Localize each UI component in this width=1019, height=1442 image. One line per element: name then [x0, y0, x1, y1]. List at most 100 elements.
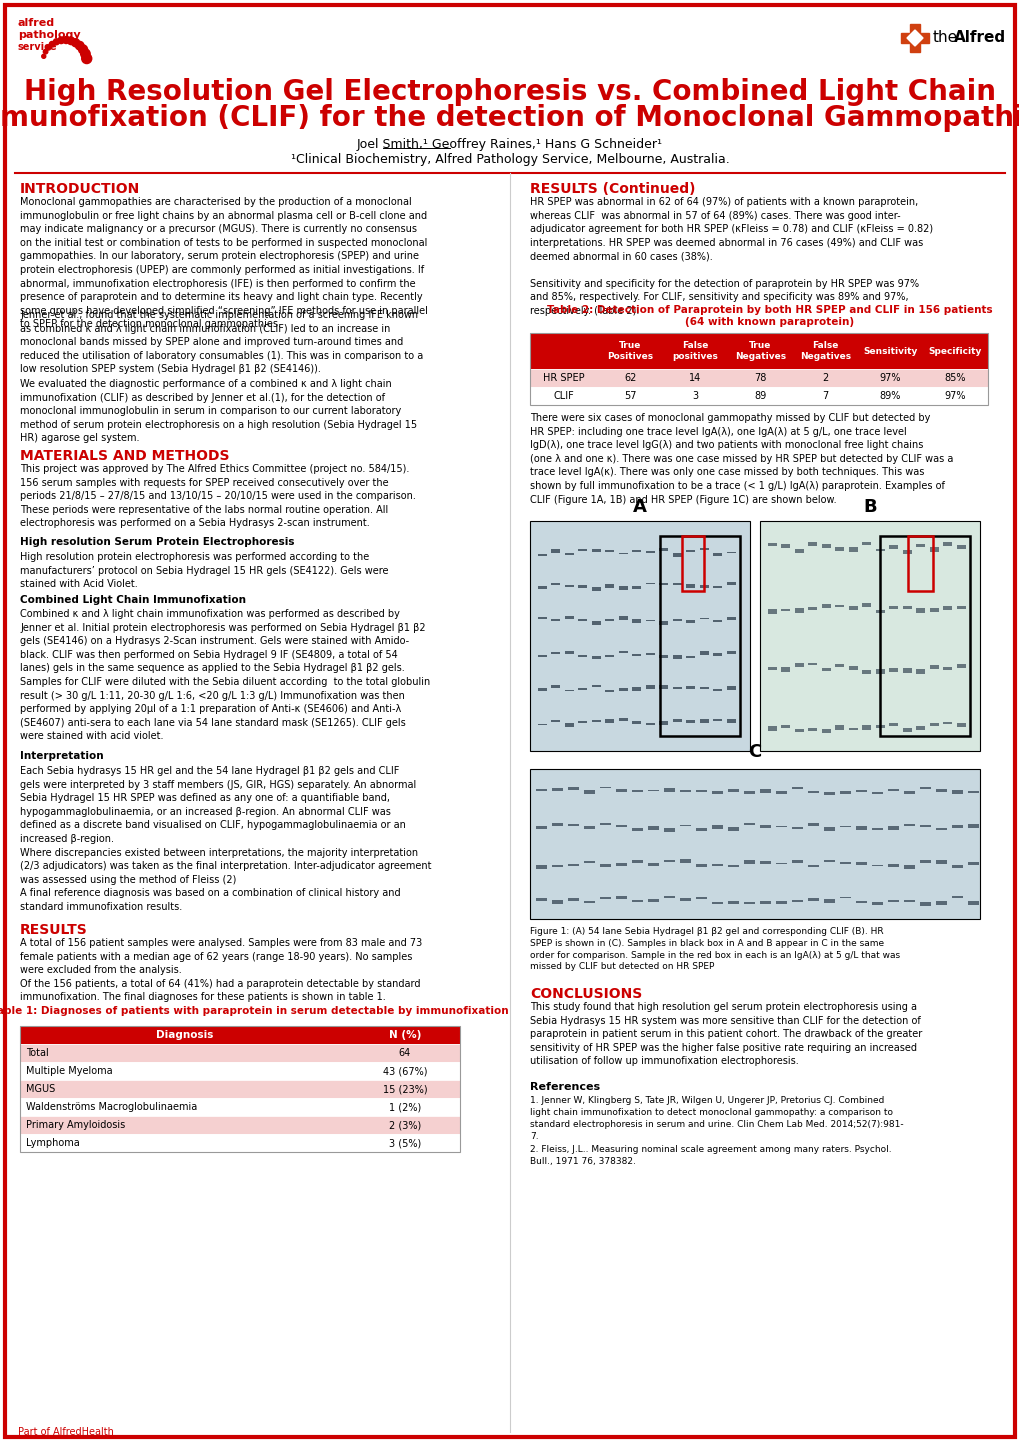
Text: RESULTS: RESULTS [20, 923, 88, 937]
Bar [659, 655, 667, 659]
Bar [791, 900, 802, 901]
Bar [605, 689, 613, 692]
Bar [686, 656, 695, 658]
Text: MGUS: MGUS [25, 1084, 55, 1094]
Bar [919, 859, 930, 862]
Bar [916, 725, 924, 730]
Bar [759, 900, 770, 904]
Circle shape [78, 45, 88, 53]
Bar [956, 545, 965, 549]
Bar [775, 790, 787, 795]
Bar [916, 609, 924, 613]
Text: 89%: 89% [879, 391, 901, 401]
Text: 2: 2 [821, 373, 827, 384]
Bar [605, 584, 613, 588]
Bar [530, 521, 749, 751]
Text: 3 (5%): 3 (5%) [388, 1138, 421, 1148]
Bar [615, 862, 627, 865]
Text: True
Positives: True Positives [607, 342, 653, 360]
Bar [808, 542, 816, 547]
Text: Figure 1: (A) 54 lane Sebia Hydragel β1 β2 gel and corresponding CLIF (B). HR
SP: Figure 1: (A) 54 lane Sebia Hydragel β1 … [530, 927, 899, 972]
Circle shape [43, 49, 48, 53]
Bar [615, 897, 627, 900]
Text: ¹Clinical Biochemistry, Alfred Pathology Service, Melbourne, Australia.: ¹Clinical Biochemistry, Alfred Pathology… [290, 153, 729, 166]
Bar [902, 606, 911, 609]
Bar [599, 787, 610, 789]
Bar [565, 616, 574, 619]
Bar [951, 865, 962, 868]
Bar [929, 609, 938, 613]
Bar [767, 727, 776, 731]
Text: 3: 3 [692, 391, 698, 401]
Bar [20, 1116, 460, 1133]
Bar [767, 609, 776, 614]
Bar [619, 587, 628, 590]
Text: High resolution Serum Protein Electrophoresis: High resolution Serum Protein Electropho… [20, 536, 294, 547]
Bar [727, 718, 736, 722]
Bar [584, 901, 594, 903]
Text: Jenner et al., found that the systematic implementation of a screening IFE known: Jenner et al., found that the systematic… [20, 310, 423, 375]
Bar [565, 552, 574, 555]
Bar [680, 859, 690, 864]
Bar [929, 547, 938, 552]
Bar [875, 669, 884, 673]
Bar [862, 725, 870, 730]
Bar [551, 720, 560, 722]
Bar [888, 826, 898, 829]
Bar [632, 721, 641, 724]
Bar [759, 861, 770, 864]
Bar [591, 720, 600, 721]
Bar [713, 720, 721, 721]
Text: 2 (3%): 2 (3%) [388, 1120, 421, 1131]
Bar [551, 549, 560, 552]
Circle shape [67, 37, 74, 45]
Bar [848, 666, 857, 669]
Bar [578, 656, 587, 658]
Bar [759, 521, 979, 751]
Bar [551, 787, 562, 792]
Bar [728, 828, 739, 831]
Circle shape [42, 55, 46, 58]
Text: 1 (2%): 1 (2%) [388, 1102, 421, 1112]
Text: Specificity: Specificity [928, 346, 981, 356]
Bar [821, 604, 830, 609]
Bar [565, 689, 574, 691]
Bar [808, 607, 816, 610]
Bar [743, 823, 754, 825]
Text: Monoclonal gammopathies are characterised by the production of a monoclonal
immu: Monoclonal gammopathies are characterise… [20, 198, 427, 329]
Bar [699, 686, 708, 689]
Bar [695, 828, 706, 831]
Text: False
positives: False positives [672, 342, 717, 360]
Text: Part of AlfredHealth: Part of AlfredHealth [18, 1428, 114, 1438]
Bar [935, 828, 946, 829]
Bar [680, 898, 690, 901]
Bar [840, 792, 850, 795]
Bar [537, 655, 546, 658]
Bar [888, 900, 898, 903]
Text: 1. Jenner W, Klingberg S, Tate JR, Wilgen U, Ungerer JP, Pretorius CJ. Combined
: 1. Jenner W, Klingberg S, Tate JR, Wilge… [530, 1096, 903, 1165]
Text: References: References [530, 1082, 599, 1092]
Bar [619, 688, 628, 691]
Bar [663, 859, 675, 862]
Bar [599, 864, 610, 867]
Bar [875, 725, 884, 728]
Bar [875, 549, 884, 551]
Bar [862, 542, 870, 545]
Text: Primary Amyloidosis: Primary Amyloidosis [25, 1120, 125, 1131]
Bar [682, 536, 703, 591]
Bar [823, 859, 835, 862]
Bar [20, 1080, 460, 1097]
Text: Table 1: Diagnoses of patients with paraprotein in serum detectable by immunofix: Table 1: Diagnoses of patients with para… [0, 1007, 508, 1017]
Bar [943, 722, 952, 724]
Bar [535, 826, 546, 829]
Circle shape [62, 36, 69, 43]
Circle shape [53, 39, 59, 45]
Bar [632, 861, 642, 864]
Bar [889, 545, 898, 549]
Bar [645, 551, 654, 554]
Circle shape [49, 42, 55, 48]
Bar [551, 685, 560, 688]
Bar [695, 897, 706, 900]
Bar [767, 668, 776, 671]
Bar [645, 620, 654, 622]
